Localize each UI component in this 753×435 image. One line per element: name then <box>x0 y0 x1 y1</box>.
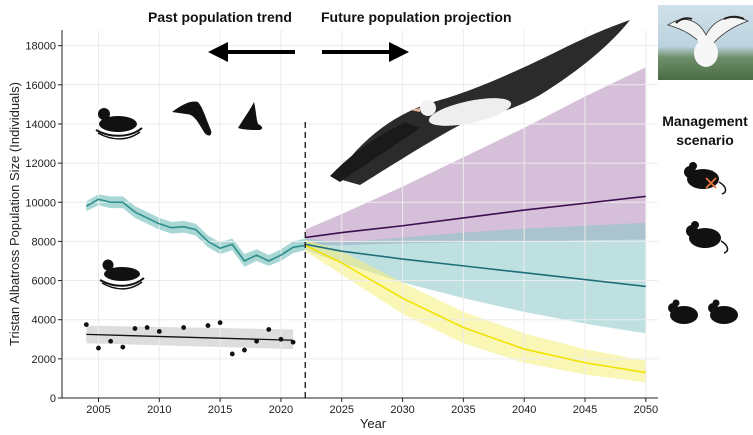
young-bird-icon <box>238 102 263 130</box>
breeders-point <box>205 323 211 328</box>
mouse-crossed-icon <box>684 162 727 195</box>
flying-bird-icon <box>172 101 212 136</box>
breeders-point <box>83 322 89 327</box>
breeders-point <box>120 344 126 350</box>
breeders-point <box>278 336 284 342</box>
breeders-point <box>181 325 187 330</box>
confidence-bands <box>86 67 646 383</box>
arrow-right-icon <box>322 42 409 62</box>
breeder-nest-icon <box>99 259 145 290</box>
breeders-point <box>290 339 296 345</box>
x-tick-label: 2050 <box>634 404 658 416</box>
x-tick-label: 2015 <box>208 404 232 416</box>
series-lines <box>85 122 646 398</box>
x-tick-label: 2045 <box>573 404 597 416</box>
y-tick-label: 10000 <box>25 197 56 209</box>
projection-band-0 <box>305 67 646 246</box>
past-trend-header: Past population trend <box>148 9 292 25</box>
breeders-point <box>132 326 138 331</box>
y-tick-label: 8000 <box>32 236 56 248</box>
breeders-point <box>217 320 223 326</box>
y-axis-label: Tristan Albatross Population Size (Indiv… <box>7 82 22 346</box>
breeders-point <box>254 338 260 344</box>
future-projection-header: Future population projection <box>321 9 512 25</box>
projection-line-0 <box>305 195 646 239</box>
albatross-photo <box>658 5 753 80</box>
albatross-flying-icon <box>330 20 630 185</box>
breeders-point <box>108 338 114 344</box>
total-population-line <box>85 198 306 262</box>
projection-line-2 <box>304 244 646 374</box>
x-tick-label: 2035 <box>451 404 475 416</box>
projection-band-2 <box>305 239 646 383</box>
albatross-pair-icon <box>667 15 750 67</box>
x-tick-label: 2020 <box>269 404 293 416</box>
mouse-pair-icon <box>668 299 738 324</box>
y-tick-label: 2000 <box>32 354 56 366</box>
breeders-point <box>229 351 235 357</box>
y-tick-label: 16000 <box>25 80 56 92</box>
breeders-point <box>266 327 272 332</box>
mouse-icon <box>686 221 729 254</box>
x-tick-label: 2005 <box>86 404 110 416</box>
breeders-point <box>96 345 101 351</box>
breeders-trend-line <box>86 333 294 341</box>
management-scenario-title: Management scenario <box>662 113 748 148</box>
y-tick-label: 0 <box>50 393 56 405</box>
x-axis-label: Year <box>360 416 387 431</box>
nesting-bird-icon <box>95 108 143 140</box>
projection-band-1 <box>305 222 646 334</box>
projection-line-1 <box>305 243 646 288</box>
y-tick-label: 4000 <box>32 315 56 327</box>
y-tick-label: 18000 <box>25 41 56 53</box>
breeders-point <box>156 329 162 334</box>
y-tick-label: 12000 <box>25 158 56 170</box>
x-tick-label: 2010 <box>147 404 171 416</box>
breeders-point <box>242 347 247 353</box>
x-tick-label: 2040 <box>512 404 536 416</box>
x-tick-label: 2030 <box>390 404 414 416</box>
arrow-left-icon <box>208 42 295 62</box>
y-tick-label: 14000 <box>25 119 56 131</box>
breeders-points <box>83 320 296 357</box>
y-tick-label: 6000 <box>32 276 56 288</box>
x-tick-label: 2025 <box>330 404 354 416</box>
breeders-point <box>144 325 150 330</box>
